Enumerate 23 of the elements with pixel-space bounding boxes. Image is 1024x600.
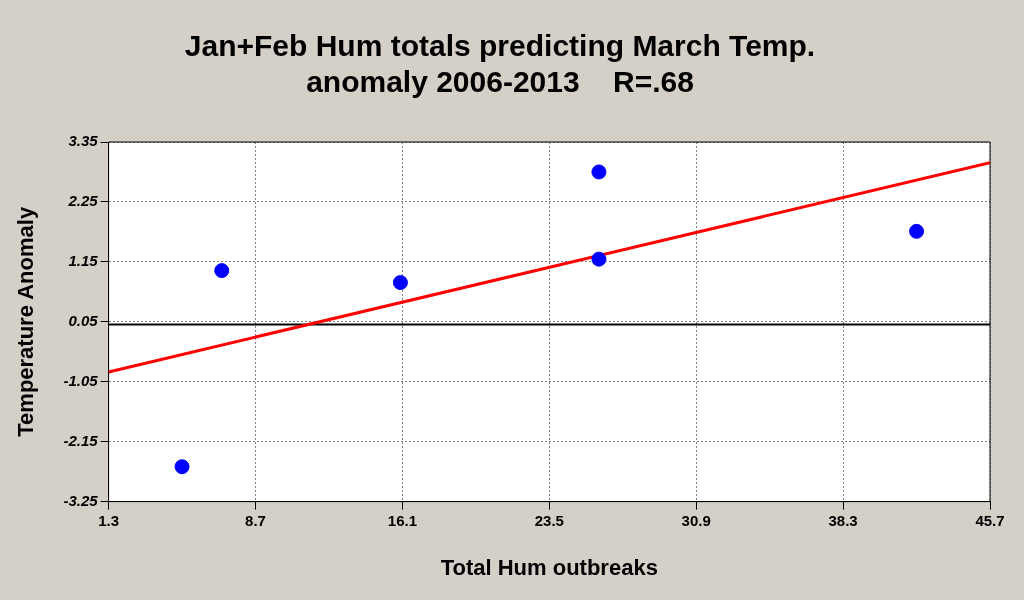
point	[174, 459, 190, 475]
chart-title: Jan+Feb Hum totals predicting March Temp. anomaly 2006-2013 R=.68	[184, 29, 816, 99]
x-tick-label: 8.7	[245, 511, 266, 529]
y-tick-label: -1.05	[63, 371, 99, 389]
point	[591, 251, 607, 267]
y-tick-label: 1.15	[68, 252, 99, 270]
y-tick-label: -2.15	[63, 431, 99, 449]
y-tick-label: -3.25	[63, 491, 99, 509]
point	[392, 275, 408, 291]
point	[591, 164, 607, 180]
x-tick-label: 38.3	[828, 511, 858, 529]
y-tick-label: 2.25	[67, 192, 99, 210]
y-tick-label: 0.05	[68, 311, 99, 329]
y-tick-label: 3.35	[68, 132, 99, 150]
x-tick-label: 30.9	[681, 511, 711, 529]
x-tick-label: 1.3	[98, 511, 120, 529]
x-tick-label: 16.1	[387, 511, 417, 529]
point	[214, 263, 230, 279]
point	[909, 223, 925, 239]
x-axis-title: Total Hum outbreaks	[440, 554, 658, 580]
x-tick-label: 45.7	[975, 511, 1005, 529]
x-tick-label: 23.5	[534, 511, 564, 529]
y-axis-title: Temperature Anomaly	[13, 206, 39, 437]
